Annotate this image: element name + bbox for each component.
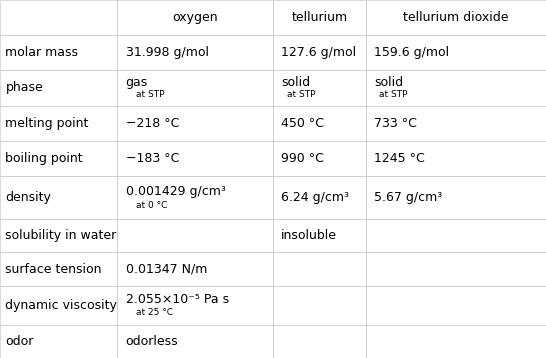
Bar — [366, 252, 546, 286]
Bar — [366, 176, 546, 219]
Bar — [0, 71, 117, 106]
Bar — [273, 141, 366, 176]
Text: solid: solid — [281, 76, 310, 89]
Bar — [0, 219, 117, 252]
Bar — [0, 35, 117, 71]
Text: solid: solid — [374, 76, 403, 89]
Text: odor: odor — [5, 335, 34, 348]
Text: tellurium: tellurium — [292, 11, 347, 24]
Text: 159.6 g/mol: 159.6 g/mol — [374, 46, 449, 59]
Text: solubility in water: solubility in water — [5, 229, 117, 242]
Bar — [117, 35, 273, 71]
Text: 0.01347 N/m: 0.01347 N/m — [126, 262, 207, 276]
Text: 1245 °C: 1245 °C — [374, 152, 425, 165]
Bar — [117, 176, 273, 219]
Bar — [0, 0, 117, 35]
Bar — [366, 286, 546, 325]
Bar — [273, 286, 366, 325]
Bar — [366, 35, 546, 71]
Text: 31.998 g/mol: 31.998 g/mol — [126, 46, 209, 59]
Bar — [117, 286, 273, 325]
Bar — [273, 71, 366, 106]
Text: at 0 °C: at 0 °C — [136, 201, 168, 210]
Bar — [273, 219, 366, 252]
Bar — [366, 219, 546, 252]
Bar — [117, 325, 273, 358]
Bar — [117, 106, 273, 141]
Bar — [366, 71, 546, 106]
Bar — [273, 176, 366, 219]
Bar — [273, 252, 366, 286]
Text: 450 °C: 450 °C — [281, 117, 324, 130]
Text: at STP: at STP — [136, 90, 165, 99]
Text: at STP: at STP — [287, 90, 315, 99]
Bar — [117, 141, 273, 176]
Bar — [117, 0, 273, 35]
Text: 127.6 g/mol: 127.6 g/mol — [281, 46, 357, 59]
Bar — [0, 252, 117, 286]
Text: odorless: odorless — [126, 335, 178, 348]
Text: dynamic viscosity: dynamic viscosity — [5, 299, 117, 312]
Text: density: density — [5, 191, 51, 204]
Bar — [366, 325, 546, 358]
Text: 733 °C: 733 °C — [374, 117, 417, 130]
Text: 0.001429 g/cm³: 0.001429 g/cm³ — [126, 185, 225, 198]
Bar — [0, 286, 117, 325]
Bar — [117, 71, 273, 106]
Text: boiling point: boiling point — [5, 152, 83, 165]
Text: −183 °C: −183 °C — [126, 152, 179, 165]
Bar — [366, 106, 546, 141]
Text: insoluble: insoluble — [281, 229, 337, 242]
Bar — [273, 0, 366, 35]
Text: phase: phase — [5, 82, 43, 95]
Bar — [0, 176, 117, 219]
Bar — [0, 141, 117, 176]
Bar — [0, 106, 117, 141]
Bar — [117, 252, 273, 286]
Bar — [366, 141, 546, 176]
Text: tellurium dioxide: tellurium dioxide — [403, 11, 509, 24]
Bar — [273, 35, 366, 71]
Text: −218 °C: −218 °C — [126, 117, 179, 130]
Text: surface tension: surface tension — [5, 262, 102, 276]
Text: oxygen: oxygen — [173, 11, 218, 24]
Text: 2.055×10⁻⁵ Pa s: 2.055×10⁻⁵ Pa s — [126, 293, 229, 306]
Text: 6.24 g/cm³: 6.24 g/cm³ — [281, 191, 349, 204]
Bar — [117, 219, 273, 252]
Text: molar mass: molar mass — [5, 46, 79, 59]
Text: melting point: melting point — [5, 117, 89, 130]
Bar — [273, 325, 366, 358]
Bar — [366, 0, 546, 35]
Text: 5.67 g/cm³: 5.67 g/cm³ — [374, 191, 442, 204]
Bar — [273, 106, 366, 141]
Text: gas: gas — [126, 76, 148, 89]
Text: at STP: at STP — [379, 90, 408, 99]
Text: 990 °C: 990 °C — [281, 152, 324, 165]
Text: at 25 °C: at 25 °C — [136, 308, 174, 317]
Bar — [0, 325, 117, 358]
